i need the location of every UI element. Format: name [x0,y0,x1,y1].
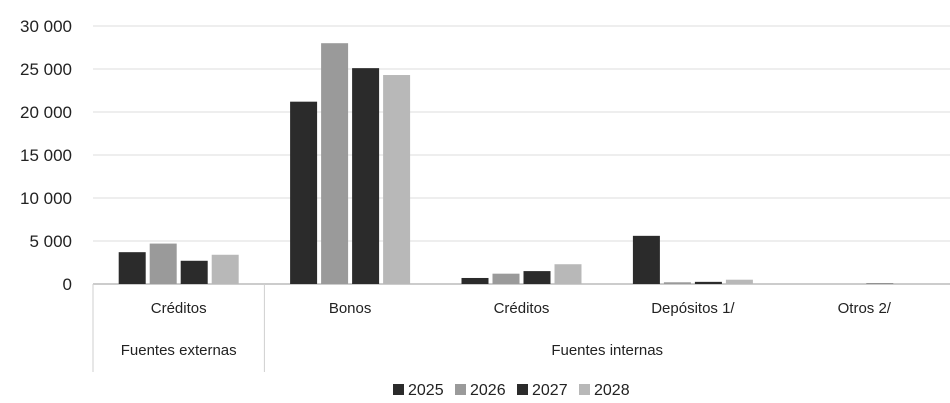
bar [211,254,239,284]
group-label: Fuentes externas [121,342,237,359]
bar [352,68,380,284]
bar [180,260,208,284]
y-axis: 0 5 000 10 000 15 000 20 000 25 000 30 000 [20,17,72,294]
legend-swatch [517,384,528,395]
y-tick-label: 20 000 [20,103,72,122]
x-tick-label: Créditos [494,300,550,317]
bar [866,283,894,284]
y-tick-label: 30 000 [20,17,72,36]
bar [461,277,489,284]
bars [118,43,894,285]
bar [663,282,691,284]
x-tick-label: Bonos [329,300,372,317]
y-tick-label: 0 [63,275,72,294]
legend-swatch [579,384,590,395]
bar [290,101,318,285]
bar [492,273,520,284]
y-tick-label: 25 000 [20,60,72,79]
y-tick-label: 15 000 [20,146,72,165]
legend-label: 2027 [532,382,568,399]
bar [725,279,753,284]
group-label: Fuentes internas [551,342,663,359]
bar [149,243,177,284]
legend-label: 2028 [594,382,630,399]
gridlines [93,25,950,285]
y-tick-label: 10 000 [20,189,72,208]
bar [632,235,660,284]
bar [694,281,722,284]
x-tick-label: Créditos [151,300,207,317]
x-axis: Créditos Bonos Créditos Depósitos 1/Otros 2… [92,284,892,372]
legend-swatch [393,384,404,395]
x-tick-label: Depósitos 1/ [651,300,735,317]
legend-label: 2025 [408,382,444,399]
bar [118,252,146,284]
legend: 2025 2026 2027 2028 [393,382,630,399]
bar [321,43,349,285]
x-tick-label: Otros 2/ [838,300,892,317]
y-tick-label: 5 000 [29,232,72,251]
bar [554,264,582,284]
legend-label: 2026 [470,382,506,399]
bar [383,75,411,285]
bar [523,271,551,284]
legend-swatch [455,384,466,395]
